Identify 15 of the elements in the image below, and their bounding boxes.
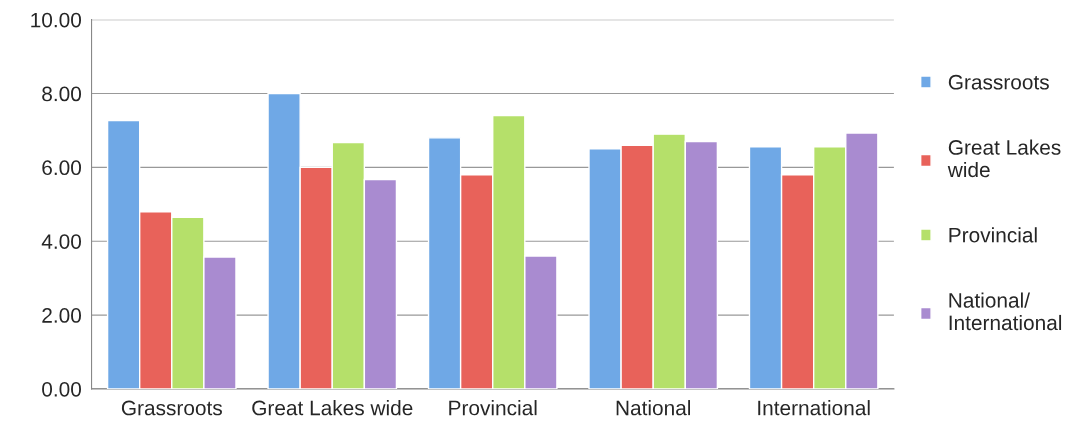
y-tick-label: 8.00 <box>42 86 82 102</box>
legend-label: National/ International <box>949 292 1062 331</box>
x-tick-label: Great Lakes wide <box>252 400 413 416</box>
y-tick-label: 10.00 <box>31 12 82 28</box>
x-tick-label: Provincial <box>449 400 537 416</box>
x-tick-label: National <box>616 400 691 416</box>
x-tick-label: Grassroots <box>121 400 222 416</box>
legend-label: Great Lakes wide <box>947 139 1061 178</box>
y-tick-label: 4.00 <box>41 234 82 249</box>
legend-label: Provincial <box>949 227 1037 243</box>
y-tick-label: 0.00 <box>42 381 82 397</box>
y-tick-label: 2.00 <box>42 308 82 323</box>
legend-label: Grassroots <box>948 74 1049 90</box>
x-tick-label: International <box>758 400 870 416</box>
y-tick-label: 6.00 <box>42 160 82 176</box>
